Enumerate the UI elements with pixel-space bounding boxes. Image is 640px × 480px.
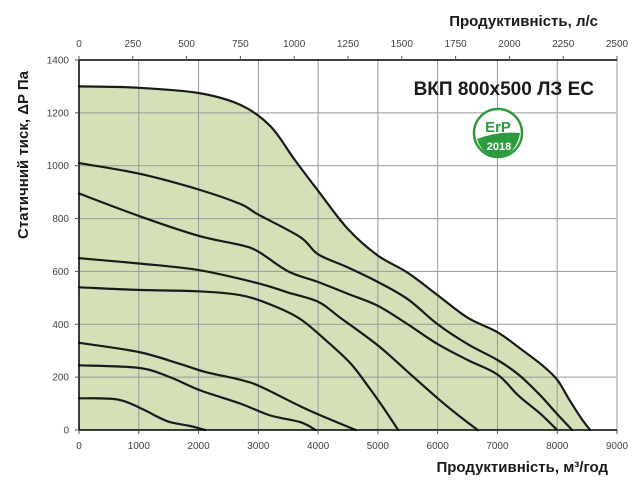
x-top-tick-label: 250 [124, 39, 141, 50]
x-bottom-axis-title: Продуктивність, м³/год [436, 459, 608, 476]
y-axis-tick-labels: 0 200 400 600 800 1000 1200 1400 [47, 56, 79, 437]
y-tick-label: 0 [63, 426, 69, 437]
operating-range-fill [79, 86, 591, 431]
x-bottom-tick-label: 3000 [247, 441, 270, 452]
x-bottom-tick-label: 2000 [187, 441, 210, 452]
performance-curve-6 [77, 341, 357, 432]
x-top-tick-label: 2250 [552, 39, 575, 50]
x-bottom-axis-tick-labels: 0 1000 2000 3000 4000 5000 6000 7000 8000 9000 [76, 430, 629, 452]
y-tick-label: 600 [52, 267, 69, 278]
performance-curve-3 [77, 192, 559, 432]
model-title: ВКП 800x500 ЛЗ ЕС [414, 79, 595, 100]
erp-2018-badge: ErP 2018 [472, 107, 524, 159]
x-top-tick-label: 1750 [444, 39, 467, 50]
y-tick-label: 1000 [47, 161, 70, 172]
performance-curve-8 [77, 397, 207, 432]
y-axis-title: Статичний тиск, ΔP Па [15, 70, 32, 239]
performance-curve-5 [77, 286, 400, 432]
badge-label: ErP [485, 119, 511, 136]
x-top-tick-label: 2000 [498, 39, 521, 50]
performance-curve-2 [77, 162, 574, 432]
x-top-tick-label: 1500 [391, 39, 414, 50]
x-bottom-tick-label: 6000 [427, 441, 450, 452]
badge-leaf-icon [477, 132, 520, 157]
x-bottom-tick-label: 9000 [606, 441, 629, 452]
performance-curves [77, 85, 592, 432]
x-top-tick-label: 1000 [283, 39, 306, 50]
performance-curve-4 [77, 257, 479, 432]
y-tick-label: 200 [52, 373, 69, 384]
x-top-axis-title: Продуктивність, л/с [449, 13, 598, 30]
badge-year: 2018 [487, 141, 511, 153]
y-tick-label: 1200 [47, 108, 70, 119]
x-bottom-tick-label: 8000 [546, 441, 569, 452]
y-tick-label: 1400 [47, 56, 70, 67]
x-bottom-tick-label: 0 [76, 441, 82, 452]
y-tick-label: 800 [52, 214, 69, 225]
performance-curve-7 [77, 364, 317, 432]
x-top-tick-label: 500 [178, 39, 195, 50]
grid-lines [79, 60, 618, 430]
x-top-tick-label: 0 [76, 39, 82, 50]
x-bottom-tick-label: 7000 [486, 441, 509, 452]
x-bottom-tick-label: 5000 [367, 441, 390, 452]
x-top-axis-tick-labels: 0 250 500 750 1000 1250 1500 1750 2000 2250 2500 [76, 39, 629, 60]
x-top-tick-label: 750 [232, 39, 249, 50]
x-top-tick-label: 1250 [337, 39, 360, 50]
plot-area [77, 59, 618, 432]
y-tick-label: 400 [52, 320, 69, 331]
performance-curve-1 [77, 85, 592, 432]
x-bottom-tick-label: 1000 [128, 441, 151, 452]
x-top-tick-label: 2500 [606, 39, 629, 50]
x-bottom-tick-label: 4000 [307, 441, 330, 452]
